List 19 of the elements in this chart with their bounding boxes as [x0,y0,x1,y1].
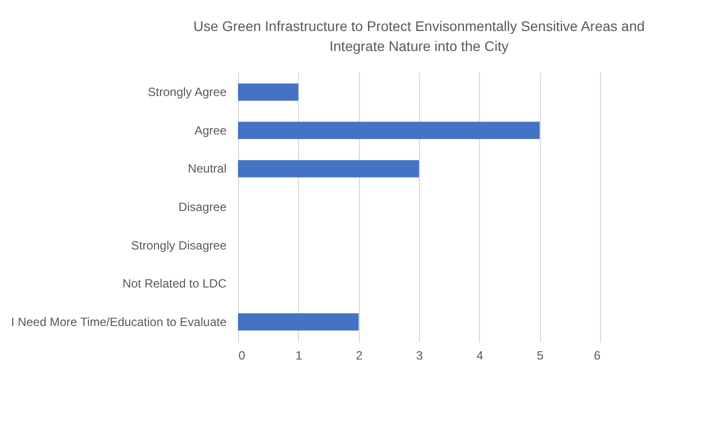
bar [238,83,298,101]
x-tick-label: 5 [536,348,544,362]
bar [238,160,419,178]
bar [238,313,359,331]
x-tick-label: 4 [476,348,484,362]
x-tick-label: 0 [238,348,246,362]
y-tick-label: Strongly Disagree [131,238,227,252]
x-tick-label: 3 [416,348,424,362]
y-tick-label: Disagree [178,200,227,214]
y-tick-label: Neutral [188,162,226,176]
x-tick-label: 2 [356,348,363,362]
y-tick-label: Not Related to LDC [122,276,227,291]
y-tick-label: Agree [194,123,227,138]
y-tick-label: Strongly Agree [148,85,227,100]
y-tick-label: I Need More Time/Education to Evaluate [11,314,227,329]
chart-title: Use Green Infrastructure to Protect Envisonmentally Sensitive Areas and Integrate Nature into the City [193,18,645,54]
x-tick-label: 6 [594,348,601,362]
bar [238,122,540,140]
x-tick-label: 1 [295,348,302,362]
